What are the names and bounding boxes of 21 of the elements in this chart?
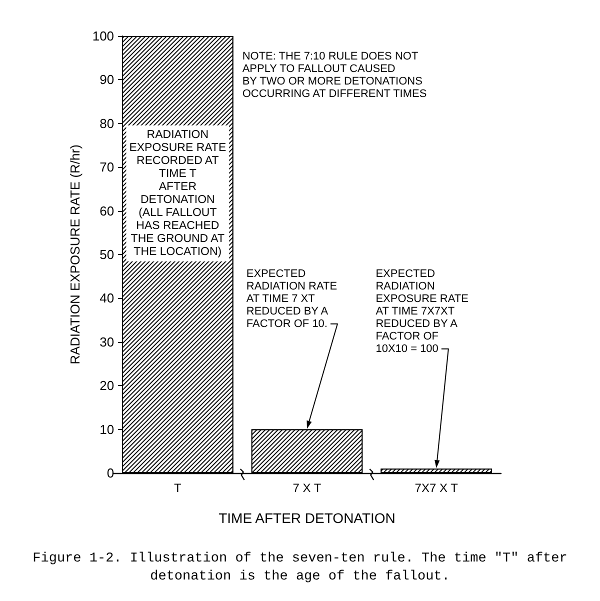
y-tick-label: 10 bbox=[100, 422, 114, 437]
y-tick-label: 70 bbox=[100, 160, 114, 175]
caption: Figure 1-2. Illustration of the seven-ten rule. The time "T" after detonation is the age of the fallout. bbox=[32, 552, 568, 584]
annotation: EXPECTED RADIATION EXPOSURE RATE AT TIME 7X7XT REDUCED BY A FACTOR OF 10X10 = 100 bbox=[376, 268, 468, 355]
annotation: NOTE: THE 7:10 RULE DOES NOT APPLY TO FALLOUT CAUSED BY TWO OR MORE DETONATIONS OCCURRING AT DIFFERENT TIMES bbox=[242, 50, 427, 100]
y-tick-label: 80 bbox=[100, 116, 114, 131]
x-tick-label: T bbox=[174, 481, 182, 495]
y-tick-label: 90 bbox=[100, 72, 114, 88]
x-axis-title: TIME AFTER DETONATION bbox=[218, 510, 396, 526]
y-tick-label: 0 bbox=[106, 466, 114, 480]
annotation: EXPECTED RADIATION RATE AT TIME 7 XT REDUCED BY A FACTOR OF 10. bbox=[246, 268, 338, 330]
y-tick-label: 60 bbox=[100, 203, 114, 218]
y-tick-label: 30 bbox=[100, 334, 114, 350]
y-tick-label: 50 bbox=[100, 247, 114, 262]
text: RADIATION EXPOSURE RATE RECORDED AT TIME T AFTER DETONATION (ALL FALLOUT HAS REACHED THE GROUND AT THE LOCATION) bbox=[129, 128, 226, 258]
y-tick-label: 100 bbox=[92, 28, 114, 44]
x-tick-label: 7 X T bbox=[292, 481, 322, 495]
y-tick-label: 20 bbox=[100, 378, 114, 394]
x-tick-label: 7X7 X T bbox=[414, 481, 459, 495]
y-tick-label: 40 bbox=[100, 290, 114, 306]
y-axis-title: RADIATION EXPOSURE RATE (R/hr) bbox=[67, 144, 82, 364]
